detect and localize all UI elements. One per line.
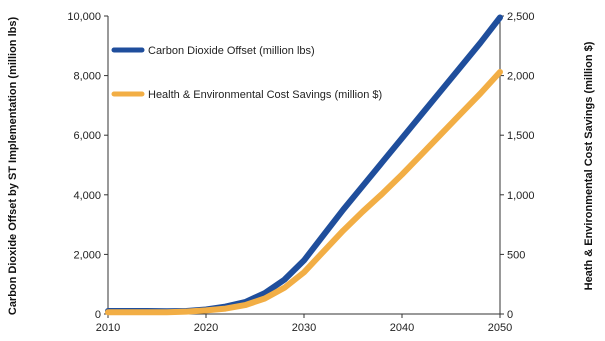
- x-tick-label: 2030: [292, 322, 316, 334]
- y-left-tick-label: 8,000: [73, 71, 101, 83]
- x-tick-label: 2050: [488, 322, 512, 334]
- x-tick-label: 2020: [194, 322, 218, 334]
- y-left-tick-label: 0: [95, 309, 101, 321]
- y-axis-right-ticks: 0 500 1,000 1,500 2,000 2,500: [500, 11, 535, 321]
- y-right-tick-label: 1,500: [507, 130, 535, 142]
- y-left-tick-label: 2,000: [73, 249, 101, 261]
- legend: Carbon Dioxide Offset (million lbs) Heal…: [111, 45, 382, 101]
- x-tick-label: 2010: [96, 322, 120, 334]
- series-lines: [105, 14, 503, 316]
- legend-label-savings: Health & Environmental Cost Savings (mil…: [148, 89, 382, 101]
- x-tick-label: 2040: [390, 322, 414, 334]
- y-left-tick-label: 4,000: [73, 190, 101, 202]
- legend-label-co2: Carbon Dioxide Offset (million lbs): [148, 45, 315, 57]
- series-line-cost-savings: [105, 69, 503, 316]
- y-right-tick-label: 2,500: [507, 11, 535, 23]
- y-right-tick-label: 500: [507, 249, 525, 261]
- y-left-tick-label: 10,000: [67, 11, 101, 23]
- y-right-tick-label: 1,000: [507, 190, 535, 202]
- y-axis-left-title: Carbon Dioxide Offset by ST Implementati…: [7, 17, 19, 316]
- series-line-co2-offset: [105, 14, 503, 315]
- y-right-tick-label: 0: [507, 309, 513, 321]
- y-right-tick-label: 2,000: [507, 71, 535, 83]
- x-axis-ticks: 2010 2020 2030 2040 2050: [96, 314, 512, 334]
- y-axis-right-title: Heath & Environmental Cost Savings (mill…: [583, 41, 595, 290]
- y-axis-left-ticks: 0 2,000 4,000 6,000 8,000 10,000: [67, 11, 108, 321]
- y-left-tick-label: 6,000: [73, 130, 101, 142]
